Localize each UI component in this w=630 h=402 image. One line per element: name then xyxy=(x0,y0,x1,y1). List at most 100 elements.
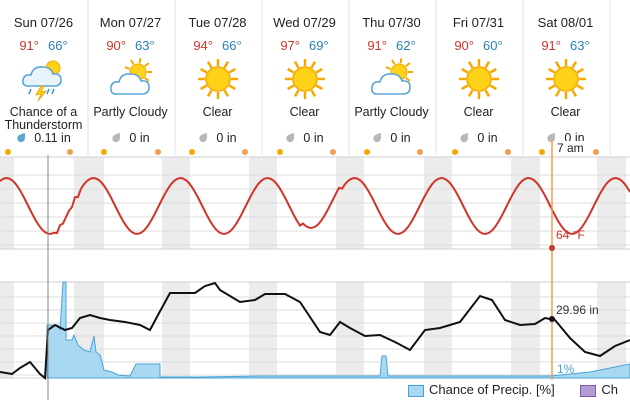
raindrop-icon xyxy=(16,131,34,145)
night-band xyxy=(511,282,540,378)
day-low: 63° xyxy=(135,38,155,53)
day-low: 63° xyxy=(570,38,590,53)
cursor-temp-dot xyxy=(549,245,555,251)
raindrop-icon xyxy=(459,131,477,145)
day-column[interactable]: Sun 07/26 91° 66° Chance of a Thunderstorm 0… xyxy=(0,0,87,155)
day-precip-value: 0 in xyxy=(216,131,237,145)
partly-cloudy-icon xyxy=(369,56,415,102)
raindrop-icon xyxy=(111,131,129,145)
sun-icon xyxy=(456,56,502,102)
temperature-line xyxy=(0,176,630,235)
sun-event-marker xyxy=(5,149,11,155)
day-date: Mon 07/27 xyxy=(99,15,162,30)
raindrop-icon xyxy=(198,131,216,145)
day-condition: Chance of a Thunderstorm xyxy=(4,105,83,132)
sun-event-marker xyxy=(277,149,283,155)
sun-event-marker xyxy=(364,149,370,155)
precip-chance-area xyxy=(46,281,630,379)
day-high: 94° xyxy=(193,38,213,53)
chart-legend: Chance of Precip. [%] Ch xyxy=(408,382,618,397)
sun-icon xyxy=(282,56,328,102)
day-condition: Clear xyxy=(463,105,494,119)
night-band xyxy=(597,282,626,378)
day-column[interactable]: Mon 07/27 90° 63° Partly Cloudy 0 in xyxy=(87,0,174,155)
sun-event-marker xyxy=(189,149,195,155)
day-low: 62° xyxy=(396,38,416,53)
day-condition: Clear xyxy=(289,105,320,119)
sun-icon xyxy=(195,56,241,102)
night-band xyxy=(162,282,190,378)
day-temps: 97° 69° xyxy=(261,38,348,53)
day-column[interactable]: Wed 07/29 97° 69° Clear 0 in xyxy=(261,0,348,155)
sun-event-marker xyxy=(67,149,73,155)
cursor-pressure-dot xyxy=(549,316,555,322)
sun-event-marker xyxy=(505,149,511,155)
day-low: 66° xyxy=(48,38,68,53)
raindrop-icon xyxy=(546,131,564,145)
day-date: Wed 07/29 xyxy=(273,15,336,30)
day-condition: Partly Cloudy xyxy=(93,105,168,119)
day-precip-value: 0 in xyxy=(129,131,150,145)
sun-event-marker xyxy=(330,149,336,155)
day-high: 90° xyxy=(454,38,474,53)
day-precip: 0 in xyxy=(348,131,435,145)
day-date: Thu 07/30 xyxy=(362,15,421,30)
pressure-line xyxy=(0,281,630,380)
day-precip-value: 0 in xyxy=(390,131,411,145)
day-high: 91° xyxy=(541,38,561,53)
day-precip: 0 in xyxy=(435,131,522,145)
day-condition: Clear xyxy=(550,105,581,119)
day-condition: Clear xyxy=(202,105,233,119)
day-date: Sat 08/01 xyxy=(537,15,594,30)
day-column[interactable]: Fri 07/31 90° 60° Clear 0 in xyxy=(435,0,522,155)
day-precip: 0 in xyxy=(174,131,261,145)
forecast-days: Sun 07/26 91° 66° Chance of a Thunderstorm 0… xyxy=(0,0,630,155)
day-column[interactable]: Tue 07/28 94° 66° Clear 0 in xyxy=(174,0,261,155)
day-low: 69° xyxy=(309,38,329,53)
night-band xyxy=(0,282,14,378)
day-date: Tue 07/28 xyxy=(188,15,247,30)
night-band xyxy=(336,282,364,378)
thunderstorm-icon xyxy=(21,56,67,102)
sun-event-marker xyxy=(242,149,248,155)
cursor-precip-label: 1% xyxy=(557,362,575,376)
day-column[interactable]: Thu 07/30 91° 62° Partly Cloudy 0 in xyxy=(348,0,435,155)
day-precip-value: 0 in xyxy=(303,131,324,145)
other-swatch xyxy=(580,384,597,397)
legend-other-label: Ch xyxy=(601,382,618,397)
day-temps: 91° 66° xyxy=(0,38,87,53)
legend-precip-label: Chance of Precip. [%] xyxy=(429,382,555,397)
precip-swatch xyxy=(408,384,424,397)
day-high: 97° xyxy=(280,38,300,53)
sun-event-marker xyxy=(593,149,599,155)
day-precip-value: 0.11 in xyxy=(34,131,71,145)
cursor-time-label: 7 am xyxy=(556,141,585,155)
cursor-pressure-label: 29.96 in xyxy=(556,303,599,317)
day-low: 66° xyxy=(222,38,242,53)
day-precip: 0 in xyxy=(87,131,174,145)
day-date: Sun 07/26 xyxy=(13,15,74,30)
cursor-temp-label: 64 °F xyxy=(556,228,585,242)
sun-event-marker xyxy=(539,149,545,155)
day-temps: 94° 66° xyxy=(174,38,261,53)
day-temps: 90° 63° xyxy=(87,38,174,53)
day-temps: 90° 60° xyxy=(435,38,522,53)
day-condition: Partly Cloudy xyxy=(354,105,429,119)
day-high: 91° xyxy=(19,38,39,53)
day-precip: 0.11 in xyxy=(0,131,87,145)
day-temps: 91° 63° xyxy=(522,38,609,53)
day-precip: 0 in xyxy=(261,131,348,145)
raindrop-icon xyxy=(372,131,390,145)
sun-icon xyxy=(543,56,589,102)
day-high: 90° xyxy=(106,38,126,53)
sun-event-marker xyxy=(101,149,107,155)
day-high: 91° xyxy=(367,38,387,53)
night-band xyxy=(249,282,277,378)
day-precip-value: 0 in xyxy=(477,131,498,145)
partly-cloudy-icon xyxy=(108,56,154,102)
day-low: 60° xyxy=(483,38,503,53)
raindrop-icon xyxy=(285,131,303,145)
sun-event-marker xyxy=(417,149,423,155)
sun-event-marker xyxy=(155,149,161,155)
